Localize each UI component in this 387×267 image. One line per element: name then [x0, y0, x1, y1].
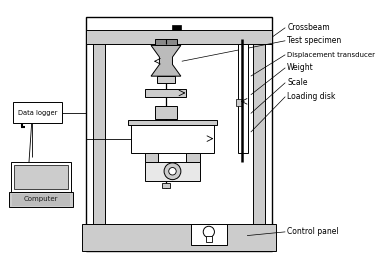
Bar — [155, 106, 177, 119]
Bar — [130, 125, 214, 153]
Text: Weight: Weight — [287, 63, 314, 72]
Bar — [128, 120, 217, 125]
Bar — [14, 165, 68, 189]
Bar — [171, 25, 181, 30]
Bar — [157, 76, 175, 83]
Bar — [82, 224, 276, 250]
Bar — [253, 36, 265, 241]
Bar — [191, 224, 226, 245]
Text: Displacement transducer: Displacement transducer — [287, 52, 375, 58]
Bar — [146, 89, 187, 97]
Circle shape — [203, 226, 214, 237]
Text: Scale: Scale — [287, 78, 308, 87]
Bar — [144, 162, 200, 180]
Text: Crossbeam: Crossbeam — [287, 23, 330, 32]
Bar — [93, 36, 105, 241]
Bar — [162, 183, 170, 188]
Circle shape — [169, 167, 176, 175]
Bar — [11, 162, 71, 192]
Text: Computer: Computer — [24, 196, 58, 202]
Bar — [144, 153, 159, 162]
Bar — [13, 102, 62, 123]
Text: Data logger: Data logger — [17, 109, 57, 116]
Bar — [155, 39, 177, 45]
Bar — [187, 153, 200, 162]
Circle shape — [164, 163, 181, 180]
Bar — [206, 235, 212, 242]
Text: Control panel: Control panel — [287, 227, 339, 236]
Bar — [236, 99, 242, 106]
Bar — [9, 192, 73, 207]
PathPatch shape — [151, 45, 181, 76]
Bar — [86, 17, 272, 250]
Text: Test specimen: Test specimen — [287, 36, 341, 45]
Bar — [238, 44, 248, 153]
Text: Loading disk: Loading disk — [287, 92, 336, 101]
Bar — [86, 30, 272, 44]
